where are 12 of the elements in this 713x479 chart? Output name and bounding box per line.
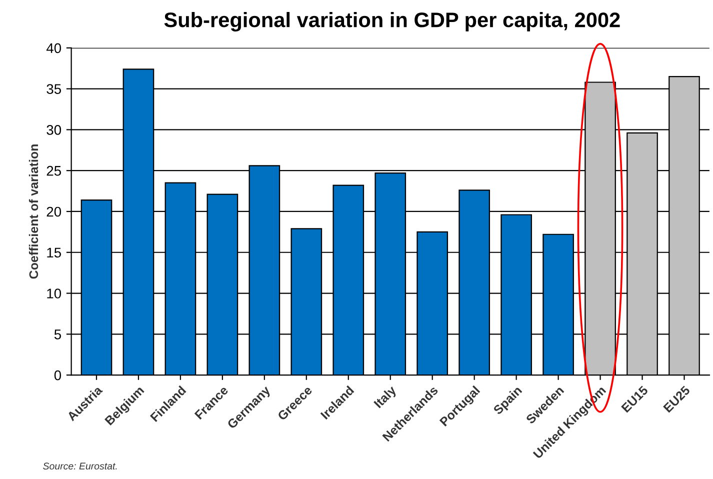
y-tick-label: 10 <box>47 288 62 298</box>
chart-title: Sub-regional variation in GDP per capita, 2002 <box>164 12 620 32</box>
y-tick-label: 30 <box>46 125 62 135</box>
source-note: Source: Eurostat. <box>43 462 117 470</box>
y-axis-title: Coefficient of variation <box>28 144 38 279</box>
y-tick-label: 5 <box>54 330 61 340</box>
y-tick-label: 25 <box>46 166 61 176</box>
y-tick-label: 0 <box>54 370 62 380</box>
y-tick-label: 35 <box>46 84 61 94</box>
y-tick-label: 15 <box>47 248 61 258</box>
y-tick-label: 40 <box>46 43 62 54</box>
y-tick-label: 20 <box>46 206 62 217</box>
